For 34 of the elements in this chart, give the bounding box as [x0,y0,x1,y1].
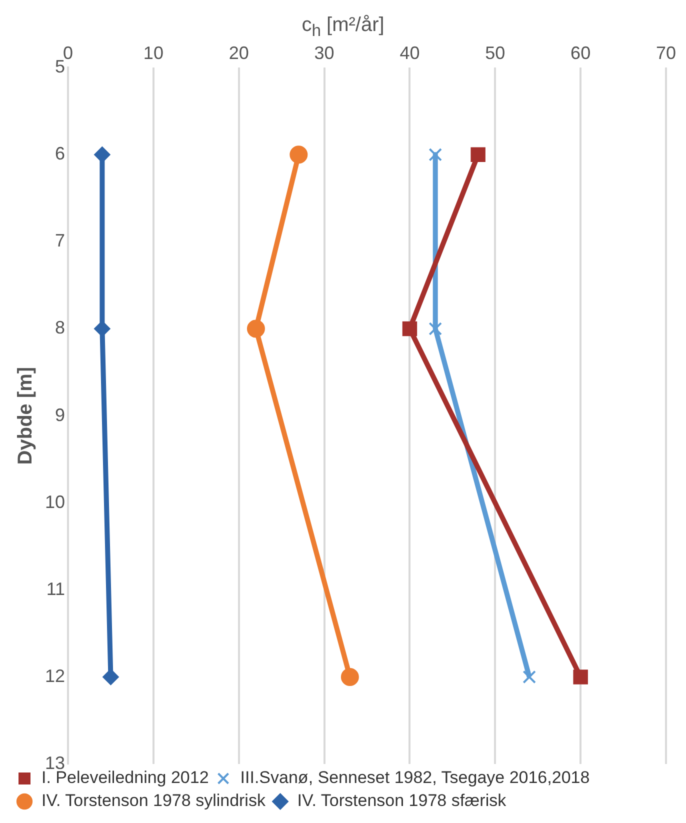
point [428,322,442,336]
point [340,668,359,686]
legend-label: IV. Torstenson 1978 sfærisk [297,791,507,810]
y-tick-label: 6 [55,144,66,164]
point [428,148,442,162]
x-axis-title: c$_{h}$ [m²/år] [300,14,386,41]
legend-label: III.Svanø, Senneset 1982, Tsegaye 2016,2018 [240,768,590,788]
point [573,670,588,684]
y-tick-label: 5 [55,56,66,77]
x-tick-label: 40 [400,42,420,63]
y-tick-label: 12 [44,666,66,686]
x-tick-label: 70 [656,42,676,63]
point [94,320,110,337]
point [402,321,418,336]
y-tick-label: 9 [55,404,66,425]
point [246,320,265,338]
y-tick-label: 10 [44,492,66,512]
point [522,670,536,684]
x-tick-label: 10 [143,42,164,63]
point [102,668,119,685]
x-tick-label: 0 [63,42,74,63]
x-tick-label: 60 [570,42,591,63]
y-tick-label: 7 [55,230,66,251]
point [290,146,308,164]
x-tick-label: 50 [485,42,506,63]
y-axis-title: Dybde [m] [14,366,37,465]
legend-label: I. Peleveiledning 2012 [42,768,209,788]
legend-label: IV. Torstenson 1978 sylindrisk [42,791,266,810]
x-tick-label: 20 [228,42,249,63]
point [94,146,110,163]
y-tick-label: 8 [55,318,66,338]
point [470,147,486,162]
x-tick-label: 30 [314,42,334,63]
y-tick-label: 11 [46,578,66,599]
